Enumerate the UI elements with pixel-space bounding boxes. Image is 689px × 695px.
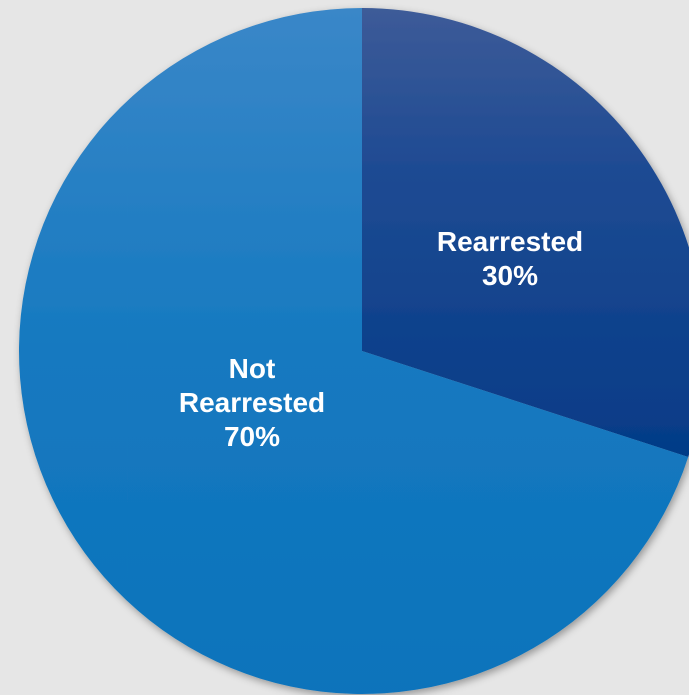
pie-slice-rearrested <box>362 8 689 457</box>
slice-label-not-rearrested: Not Rearrested 70% <box>179 353 325 452</box>
slice-value-label: 70% <box>224 421 280 452</box>
slice-category-label: Rearrested <box>179 387 325 418</box>
pie-labels: Rearrested 30%Not Rearrested 70% <box>179 226 583 452</box>
pie-slices <box>18 8 689 695</box>
slice-category-label: Rearrested <box>437 226 583 257</box>
slice-label-rearrested: Rearrested 30% <box>437 226 583 291</box>
slice-category-label: Not <box>229 353 276 384</box>
pie-slice-not-rearrested <box>18 8 689 695</box>
slice-value-label: 30% <box>482 260 538 291</box>
